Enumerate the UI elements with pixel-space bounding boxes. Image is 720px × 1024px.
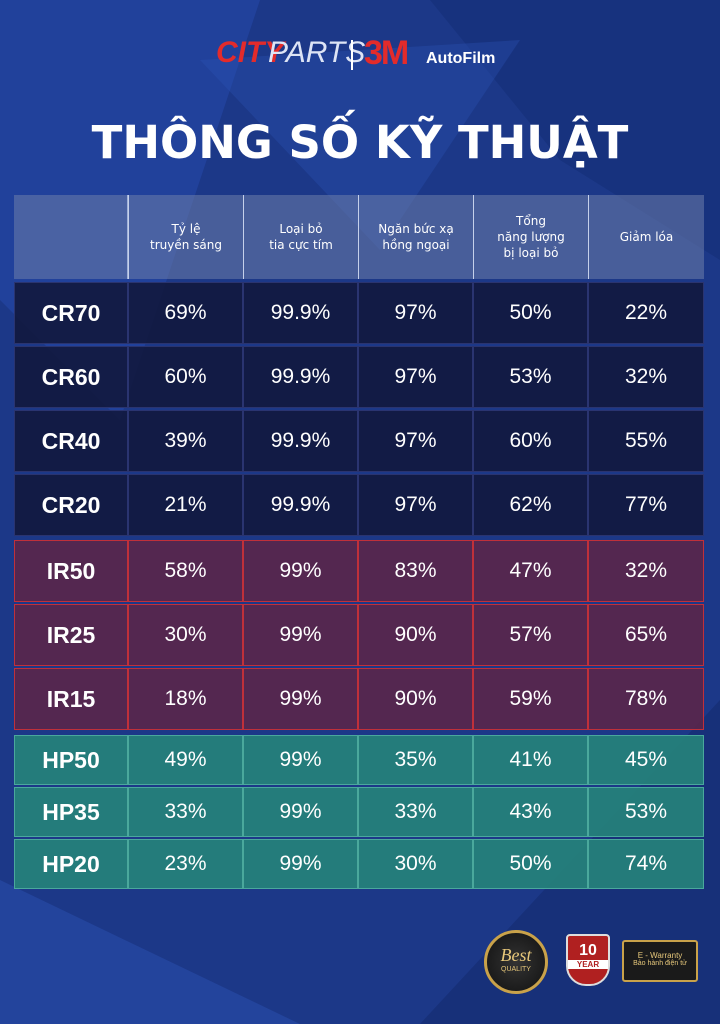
value-cell: 90%	[358, 604, 473, 666]
value-cell: 99.9%	[243, 410, 358, 472]
header-text: tia cực tím	[269, 238, 333, 252]
badge-text: YEAR	[568, 960, 608, 969]
value-cell: 30%	[128, 604, 243, 666]
value-cell: 30%	[358, 839, 473, 889]
value-cell: 60%	[473, 410, 588, 472]
value-cell: 78%	[588, 668, 704, 730]
row-label: CR20	[14, 474, 128, 536]
badge-text: Bảo hành điện tử	[633, 960, 687, 967]
value-cell: 99.9%	[243, 282, 358, 344]
title: THÔNG SỐ KỸ THUẬT	[91, 116, 629, 169]
badge-text: 10	[579, 942, 597, 959]
header-text: hồng ngoại	[382, 238, 450, 252]
row-label: IR25	[14, 604, 128, 666]
value-cell: 50%	[473, 282, 588, 344]
value-cell: 99%	[243, 540, 358, 602]
row-label: HP50	[14, 735, 128, 785]
value-cell: 53%	[588, 787, 704, 837]
value-cell: 99.9%	[243, 474, 358, 536]
logo-autofilm: AutoFilm	[426, 50, 496, 67]
row-label: IR15	[14, 668, 128, 730]
value-cell: 33%	[128, 787, 243, 837]
row-label: CR60	[14, 346, 128, 408]
header-cell: Ngăn bức xạ hồng ngoại	[358, 195, 473, 279]
row-label: HP20	[14, 839, 128, 889]
badge-text: E - Warranty	[637, 951, 683, 960]
header-text: Giảm lóa	[619, 230, 674, 244]
badge-text: QUALITY	[501, 966, 531, 973]
header-text: Ngăn bức xạ	[378, 222, 454, 236]
value-cell: 60%	[128, 346, 243, 408]
value-cell: 55%	[588, 410, 704, 472]
logo-3m: 3M	[364, 34, 409, 72]
row-label: CR70	[14, 282, 128, 344]
logo-separator	[351, 40, 353, 70]
value-cell: 97%	[358, 282, 473, 344]
value-cell: 18%	[128, 668, 243, 730]
header-text: bị loại bỏ	[503, 246, 559, 260]
value-cell: 74%	[588, 839, 704, 889]
value-cell: 32%	[588, 540, 704, 602]
logo-parts: PARTS	[268, 36, 366, 69]
value-cell: 99%	[243, 668, 358, 730]
value-cell: 53%	[473, 346, 588, 408]
value-cell: 43%	[473, 787, 588, 837]
value-cell: 99%	[243, 735, 358, 785]
value-cell: 99.9%	[243, 346, 358, 408]
value-cell: 99%	[243, 604, 358, 666]
value-cell: 97%	[358, 346, 473, 408]
value-cell: 49%	[128, 735, 243, 785]
value-cell: 22%	[588, 282, 704, 344]
value-cell: 50%	[473, 839, 588, 889]
value-cell: 65%	[588, 604, 704, 666]
badge-text: Best	[500, 945, 532, 965]
badge-10-year: 10 YEAR	[566, 934, 610, 986]
badge-e-warranty: E - Warranty Bảo hành điện tử	[622, 940, 698, 982]
value-cell: 45%	[588, 735, 704, 785]
header-text: truyền sáng	[150, 238, 222, 252]
value-cell: 23%	[128, 839, 243, 889]
value-cell: 62%	[473, 474, 588, 536]
value-cell: 39%	[128, 410, 243, 472]
value-cell: 99%	[243, 839, 358, 889]
header-cell: Tỷ lệ truyền sáng	[128, 195, 243, 279]
value-cell: 21%	[128, 474, 243, 536]
value-cell: 90%	[358, 668, 473, 730]
header-cell: Giảm lóa	[588, 195, 704, 279]
value-cell: 97%	[358, 410, 473, 472]
badge-best-quality: Best QUALITY	[484, 930, 548, 994]
header-text: năng lượng	[497, 230, 565, 244]
row-label: HP35	[14, 787, 128, 837]
value-cell: 97%	[358, 474, 473, 536]
header-text: Loại bỏ	[279, 222, 323, 236]
header-cell: Tổng năng lượng bị loại bỏ	[473, 195, 588, 279]
value-cell: 77%	[588, 474, 704, 536]
header-text: Tỷ lệ	[171, 222, 201, 236]
value-cell: 57%	[473, 604, 588, 666]
header-cell	[14, 195, 128, 279]
value-cell: 35%	[358, 735, 473, 785]
value-cell: 99%	[243, 787, 358, 837]
row-label: CR40	[14, 410, 128, 472]
value-cell: 59%	[473, 668, 588, 730]
value-cell: 58%	[128, 540, 243, 602]
logo-city: CITY	[216, 36, 285, 69]
header-text: Tổng	[516, 214, 546, 228]
value-cell: 41%	[473, 735, 588, 785]
value-cell: 69%	[128, 282, 243, 344]
value-cell: 32%	[588, 346, 704, 408]
row-label: IR50	[14, 540, 128, 602]
value-cell: 47%	[473, 540, 588, 602]
value-cell: 33%	[358, 787, 473, 837]
header-cell: Loại bỏ tia cực tím	[243, 195, 358, 279]
value-cell: 83%	[358, 540, 473, 602]
